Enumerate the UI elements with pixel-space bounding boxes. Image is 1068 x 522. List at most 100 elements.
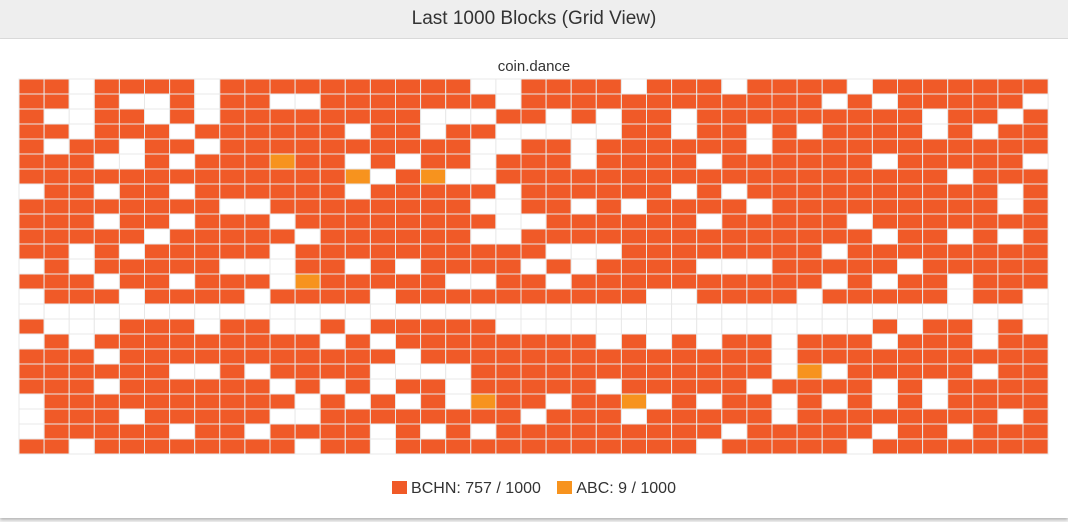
block-cell-bchn[interactable] <box>369 153 396 170</box>
block-cell-bchn[interactable] <box>369 258 396 275</box>
block-cell-bchn[interactable] <box>244 408 271 425</box>
block-cell-bchn[interactable] <box>972 273 999 290</box>
block-cell-bchn[interactable] <box>93 138 120 155</box>
block-cell-bchn[interactable] <box>721 198 748 215</box>
block-cell-bchn[interactable] <box>570 108 597 125</box>
block-cell-bchn[interactable] <box>871 408 899 425</box>
block-cell-empty[interactable] <box>947 168 974 185</box>
block-cell-bchn[interactable] <box>771 123 798 140</box>
block-cell-bchn[interactable] <box>219 168 246 185</box>
block-cell-bchn[interactable] <box>294 348 321 365</box>
block-cell-bchn[interactable] <box>169 333 196 350</box>
block-cell-bchn[interactable] <box>244 393 271 410</box>
block-cell-empty[interactable] <box>93 213 120 230</box>
block-cell-bchn[interactable] <box>118 258 146 275</box>
block-cell-bchn[interactable] <box>18 78 45 95</box>
block-cell-bchn[interactable] <box>319 198 346 215</box>
block-cell-bchn[interactable] <box>169 318 196 335</box>
block-cell-bchn[interactable] <box>68 138 95 155</box>
block-cell-bchn[interactable] <box>395 243 422 260</box>
block-cell-bchn[interactable] <box>93 288 120 305</box>
block-cell-empty[interactable] <box>696 258 723 275</box>
block-cell-bchn[interactable] <box>922 138 949 155</box>
block-cell-empty[interactable] <box>269 258 296 275</box>
block-cell-bchn[interactable] <box>344 333 371 350</box>
block-cell-bchn[interactable] <box>696 378 723 395</box>
block-cell-bchn[interactable] <box>821 423 848 440</box>
block-cell-bchn[interactable] <box>620 363 648 380</box>
block-cell-bchn[interactable] <box>118 438 146 455</box>
block-cell-empty[interactable] <box>646 303 673 320</box>
block-cell-bchn[interactable] <box>269 438 296 455</box>
block-cell-bchn[interactable] <box>1022 138 1049 155</box>
block-cell-bchn[interactable] <box>671 243 698 260</box>
block-cell-bchn[interactable] <box>1022 258 1049 275</box>
block-cell-bchn[interactable] <box>846 288 873 305</box>
block-cell-bchn[interactable] <box>771 168 798 185</box>
block-cell-bchn[interactable] <box>118 423 146 440</box>
block-cell-bchn[interactable] <box>219 273 246 290</box>
block-cell-bchn[interactable] <box>495 423 522 440</box>
block-cell-bchn[interactable] <box>43 273 70 290</box>
block-cell-empty[interactable] <box>118 288 146 305</box>
block-cell-bchn[interactable] <box>344 408 371 425</box>
block-cell-bchn[interactable] <box>972 138 999 155</box>
block-cell-empty[interactable] <box>545 243 572 260</box>
block-cell-empty[interactable] <box>118 153 146 170</box>
block-cell-bchn[interactable] <box>344 93 371 110</box>
block-cell-empty[interactable] <box>646 333 673 350</box>
block-cell-bchn[interactable] <box>319 258 346 275</box>
block-cell-empty[interactable] <box>922 123 949 140</box>
block-cell-empty[interactable] <box>18 258 45 275</box>
block-cell-bchn[interactable] <box>470 318 497 335</box>
block-cell-bchn[interactable] <box>194 168 221 185</box>
block-cell-empty[interactable] <box>269 213 296 230</box>
block-cell-bchn[interactable] <box>194 333 221 350</box>
block-cell-bchn[interactable] <box>721 363 748 380</box>
block-cell-bchn[interactable] <box>922 333 949 350</box>
block-cell-empty[interactable] <box>420 303 447 320</box>
block-cell-empty[interactable] <box>495 123 522 140</box>
block-cell-empty[interactable] <box>470 138 497 155</box>
block-cell-empty[interactable] <box>118 138 146 155</box>
block-cell-empty[interactable] <box>395 303 422 320</box>
block-cell-bchn[interactable] <box>972 408 999 425</box>
block-cell-empty[interactable] <box>997 108 1024 125</box>
block-cell-bchn[interactable] <box>144 378 171 395</box>
block-cell-empty[interactable] <box>595 243 622 260</box>
block-cell-bchn[interactable] <box>169 78 196 95</box>
block-cell-bchn[interactable] <box>972 393 999 410</box>
block-cell-bchn[interactable] <box>445 258 472 275</box>
block-cell-bchn[interactable] <box>68 228 95 245</box>
block-cell-abc[interactable] <box>620 393 648 410</box>
block-cell-bchn[interactable] <box>922 318 949 335</box>
block-cell-empty[interactable] <box>93 348 120 365</box>
block-cell-bchn[interactable] <box>18 153 45 170</box>
block-cell-bchn[interactable] <box>269 183 296 200</box>
block-cell-bchn[interactable] <box>595 93 622 110</box>
block-cell-abc[interactable] <box>294 273 321 290</box>
block-cell-bchn[interactable] <box>93 408 120 425</box>
block-cell-bchn[interactable] <box>169 138 196 155</box>
block-cell-bchn[interactable] <box>93 243 120 260</box>
block-cell-bchn[interactable] <box>871 348 899 365</box>
block-cell-bchn[interactable] <box>721 378 748 395</box>
block-cell-bchn[interactable] <box>369 108 396 125</box>
block-cell-bchn[interactable] <box>118 348 146 365</box>
block-cell-bchn[interactable] <box>219 78 246 95</box>
block-cell-bchn[interactable] <box>420 333 447 350</box>
block-cell-bchn[interactable] <box>68 423 95 440</box>
block-cell-bchn[interactable] <box>796 378 823 395</box>
block-cell-bchn[interactable] <box>18 243 45 260</box>
block-cell-bchn[interactable] <box>746 393 773 410</box>
block-cell-bchn[interactable] <box>846 108 873 125</box>
block-cell-bchn[interactable] <box>922 258 949 275</box>
block-cell-empty[interactable] <box>269 243 296 260</box>
block-cell-bchn[interactable] <box>219 93 246 110</box>
block-cell-bchn[interactable] <box>646 273 673 290</box>
block-cell-bchn[interactable] <box>997 333 1024 350</box>
block-cell-bchn[interactable] <box>1022 438 1049 455</box>
block-cell-bchn[interactable] <box>1022 213 1049 230</box>
block-cell-bchn[interactable] <box>395 93 422 110</box>
block-cell-bchn[interactable] <box>545 363 572 380</box>
